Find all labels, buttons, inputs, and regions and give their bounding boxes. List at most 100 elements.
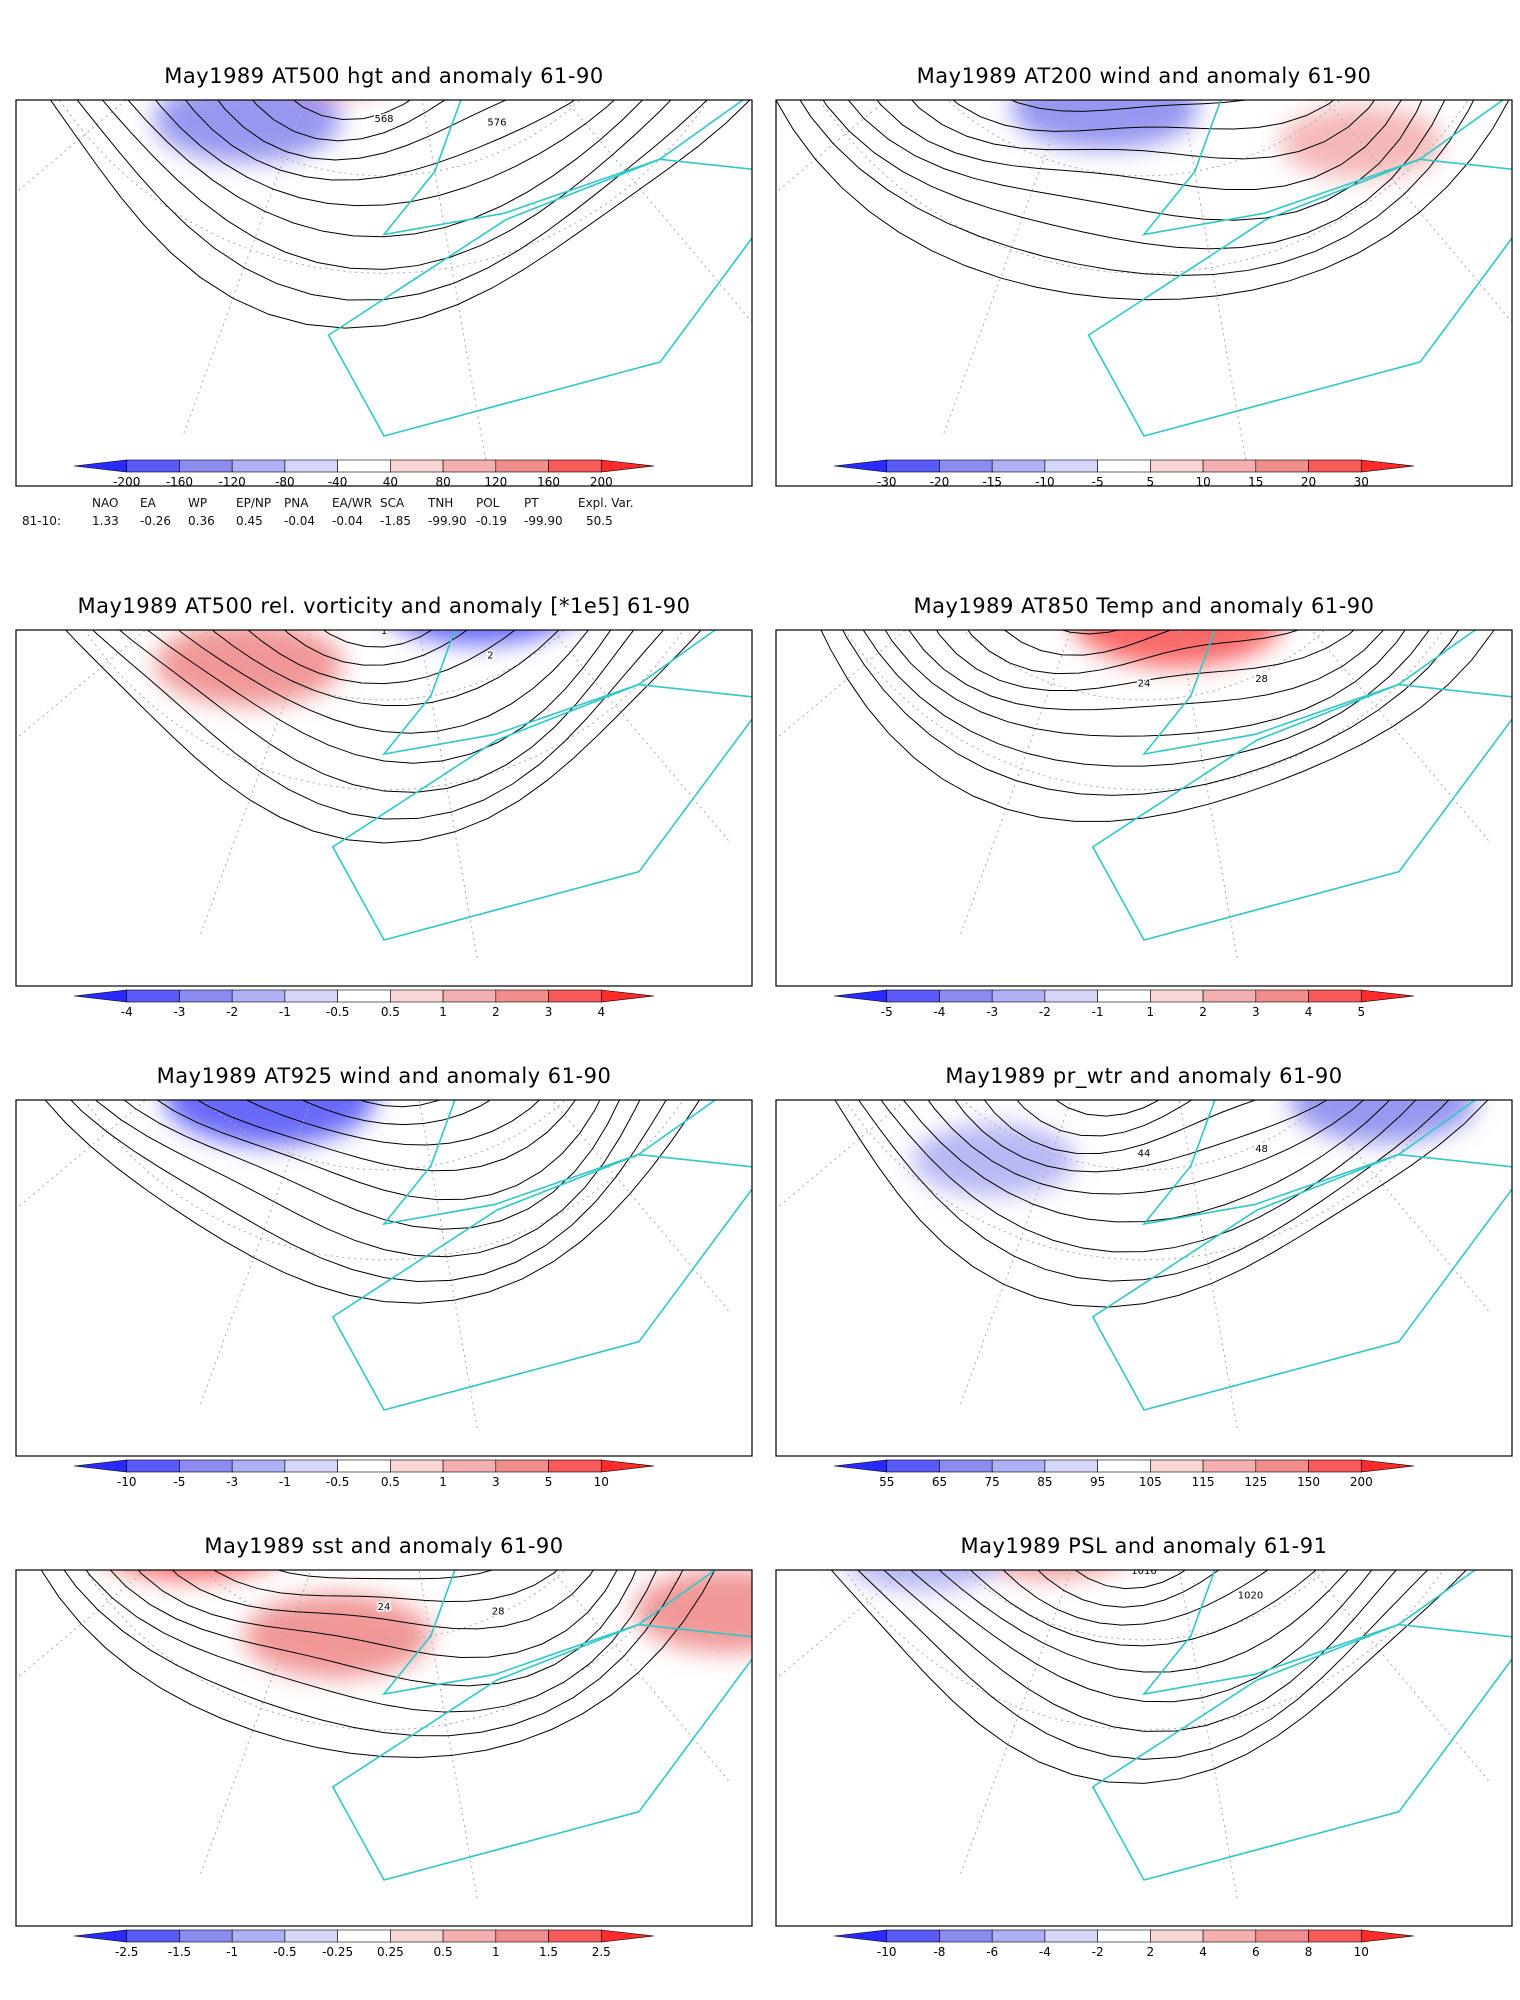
colorbar-tick-label: 8 (1305, 1945, 1313, 1959)
colorbar-tick-label: 5 (1357, 1005, 1365, 1019)
anomaly-region (912, 1123, 1076, 1196)
colorbar-swatch (179, 459, 233, 473)
contour-line (171, 1570, 594, 1630)
coastlines (1091, 1100, 1512, 1411)
coastlines (331, 1570, 752, 1881)
colorbar-tick-label: 200 (590, 475, 613, 489)
colorbar-swatch (390, 459, 444, 473)
map-background (16, 100, 752, 486)
colorbar-tick-label: 5 (545, 1475, 553, 1489)
contour-lines (834, 1100, 1489, 1308)
colorbar-tick-label: -2.5 (115, 1945, 138, 1959)
teleconnection-header: WP (188, 496, 208, 510)
teleconnection-value: -0.26 (140, 514, 172, 528)
colorbar-swatch (548, 989, 602, 1003)
colorbar-swatch (1360, 1929, 1415, 1943)
colorbar-tick-label: -0.5 (326, 1005, 349, 1019)
colorbar-swatch (1308, 1929, 1362, 1943)
colorbar-tick-label: 105 (1139, 1475, 1162, 1489)
colorbar-tick-label: 0.5 (381, 1005, 400, 1019)
colorbar-swatch (991, 1459, 1046, 1473)
contour-lines (776, 100, 1510, 301)
panel-wind200: May1989 AT200 wind and anomaly 61-90 (774, 64, 1514, 524)
contour-line (1016, 1100, 1193, 1137)
colorbar-tick-label: -5 (881, 1005, 893, 1019)
colorbar-tick-label: -10 (1035, 475, 1055, 489)
colorbar-tick-label: 1 (1147, 1005, 1155, 1019)
teleconnection-value: 0.36 (188, 514, 215, 528)
colorbar-swatch (1044, 1929, 1098, 1943)
colorbar-tick-label: 4 (597, 1005, 605, 1019)
colorbar-swatch (337, 1459, 391, 1473)
anomaly-region (164, 1100, 376, 1146)
colorbar-swatch (991, 1929, 1046, 1943)
panel-title: May1989 AT925 wind and anomaly 61-90 (156, 1064, 612, 1088)
colorbar-swatch (179, 989, 233, 1003)
contour-line (177, 630, 589, 734)
map-plot: -2-1012 (15, 629, 753, 987)
map-frame (15, 99, 753, 487)
teleconnection-header: Expl. Var. (578, 496, 634, 510)
map-frame (15, 1099, 753, 1457)
colorbar-swatch (231, 459, 286, 473)
map-background (776, 630, 1512, 986)
colorbar-swatch (1308, 1459, 1362, 1473)
colorbar-swatch (600, 459, 655, 473)
colorbar-tick-label: 120 (484, 475, 507, 489)
colorbar-swatch (126, 989, 180, 1003)
colorbar-swatch (337, 1929, 391, 1943)
colorbar-swatch (1150, 1929, 1204, 1943)
contour-line (44, 1100, 701, 1304)
contour-label: 48 (1255, 1144, 1268, 1155)
contour-line (40, 1570, 716, 1758)
colorbar-swatch (495, 1459, 549, 1473)
meridian (958, 1100, 1072, 1408)
contour-line (862, 630, 1430, 767)
coastline (331, 1153, 752, 1411)
contour-line (847, 100, 1423, 221)
colorbar-swatch (1150, 1459, 1204, 1473)
map-background (16, 630, 752, 986)
meridian (198, 1100, 312, 1408)
colorbar-swatch (337, 459, 391, 473)
colorbar: -10 -5 -3 -1 -0.5 0.5 1 3 5 10 (73, 1459, 655, 1489)
colorbar-swatch (1150, 989, 1204, 1003)
colorbar-swatch (1360, 1459, 1415, 1473)
contour-line (252, 100, 446, 142)
contour-label: 28 (1255, 674, 1268, 685)
contour-label: 576 (487, 118, 506, 129)
colorbar-swatch (1255, 459, 1309, 473)
colorbar-swatch (1255, 1459, 1309, 1473)
colorbar-swatch (886, 1459, 940, 1473)
contour-line (247, 630, 516, 685)
colorbar-swatch (231, 1459, 286, 1473)
anomaly-region (155, 630, 343, 706)
contour-line (300, 1100, 492, 1126)
colorbar-tick-label: -30 (877, 475, 897, 489)
panel-psl: May1989 PSL and anomaly 61-91 1004100810… (774, 1534, 1514, 1994)
teleconnection-header: PNA (284, 496, 309, 510)
colorbar-tick-label: -1 (279, 1475, 291, 1489)
colorbar-tick-label: 0.5 (434, 1945, 453, 1959)
colorbar-swatch (1097, 459, 1151, 473)
colorbar: -10 -8 -6 -4 -2 2 4 6 8 10 (833, 1929, 1415, 1959)
map-plot (15, 1099, 753, 1457)
panel-title: May1989 AT500 hgt and anomaly 61-90 (164, 64, 604, 88)
teleconnection-header: PT (524, 496, 539, 510)
teleconnection-header: EA/WR (332, 496, 373, 510)
colorbar-tick-label: 95 (1090, 1475, 1105, 1489)
contour-line (196, 1100, 577, 1172)
colorbar-tick-label: 2 (492, 1005, 500, 1019)
colorbar-swatch (284, 1929, 338, 1943)
anomaly-region (126, 1570, 256, 1580)
teleconnection-value: -1.85 (380, 514, 412, 528)
panel-hgt500: May1989 AT500 hgt and anomaly 61-90 5205… (14, 64, 754, 524)
anomaly-shading (1074, 630, 1281, 668)
latitude-circle (819, 100, 1469, 275)
colorbar-tick-label: -1 (1092, 1005, 1104, 1019)
contour-line (969, 1570, 1317, 1647)
coastlines (327, 100, 752, 437)
colorbar-swatch (833, 459, 888, 473)
contour-line (857, 1100, 1450, 1282)
coastline (327, 158, 752, 437)
